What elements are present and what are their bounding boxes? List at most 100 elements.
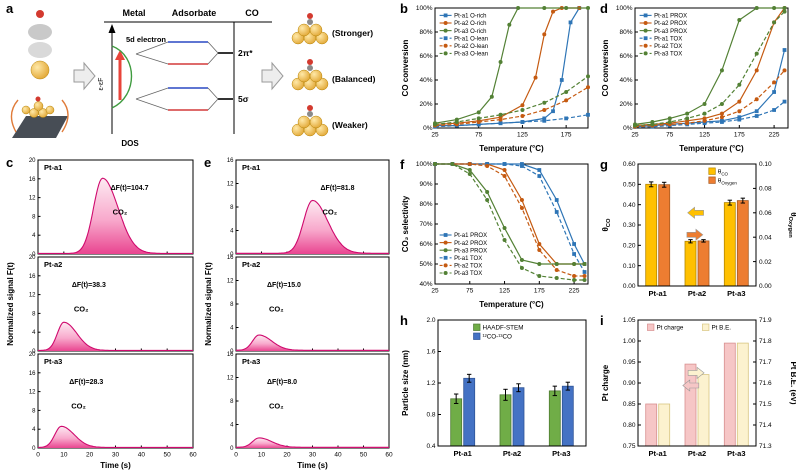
right-tick-label: 71.9 bbox=[759, 317, 772, 324]
x-tick-label: 25 bbox=[631, 132, 639, 139]
x-tick-label: 125 bbox=[517, 132, 528, 139]
oxygen-atom-icon bbox=[36, 10, 44, 18]
legend-label: Pt-a3 O-lean bbox=[454, 52, 488, 58]
marker-square bbox=[782, 48, 787, 52]
pt-atom-icon bbox=[30, 60, 50, 80]
peak-fill bbox=[38, 426, 193, 448]
y-tick-label: 4 bbox=[32, 233, 36, 239]
curved-arrow-icon bbox=[61, 99, 69, 133]
marker-square bbox=[443, 255, 448, 260]
right-tick-label: 71.4 bbox=[759, 422, 772, 429]
marker-circle bbox=[572, 274, 577, 278]
marker-circle bbox=[542, 108, 547, 112]
marker-square bbox=[537, 168, 542, 172]
peak-fill bbox=[38, 322, 193, 351]
marker-circle bbox=[450, 162, 455, 166]
y-tick-label: 12 bbox=[227, 182, 234, 188]
marker-circle bbox=[650, 122, 655, 127]
y-tick-label: 8 bbox=[230, 302, 234, 308]
x-tick-label: 225 bbox=[769, 132, 780, 139]
x-tick-label: 175 bbox=[561, 132, 572, 139]
marker-circle bbox=[485, 198, 490, 202]
species-label: CO₂ bbox=[71, 402, 86, 411]
x-tick-label: 60 bbox=[385, 452, 393, 459]
marker-circle bbox=[520, 103, 525, 108]
panel-e-label: e bbox=[204, 155, 212, 170]
legend-swatch bbox=[708, 176, 716, 184]
co-header: CO bbox=[245, 8, 259, 18]
marker-circle bbox=[519, 258, 524, 262]
marker-circle bbox=[685, 116, 690, 121]
marker-square bbox=[443, 36, 448, 41]
bar bbox=[736, 342, 749, 447]
marker-circle bbox=[551, 9, 556, 14]
co-conversion-orich-chart: 25 75 125 175 0% 20% 40% 60% 80% 100% Temperature … bbox=[401, 5, 590, 153]
transient-signal-chart-e: 0 4 8 12 16 Pt-a1 ΔF(t)=81.8 CO₂ 0 4 8 12 16 Pt-a2 ΔF(… bbox=[204, 158, 393, 470]
x-tick-label: 60 bbox=[189, 452, 197, 459]
marker-circle bbox=[582, 262, 587, 266]
marker-circle bbox=[519, 206, 524, 210]
marker-circle bbox=[443, 248, 448, 253]
x-tick-label: 175 bbox=[734, 132, 745, 139]
x-category-label: Pt-a2 bbox=[688, 449, 706, 458]
series-line bbox=[635, 101, 785, 128]
legend-swatch bbox=[473, 332, 481, 340]
left-tick-label: 0.75 bbox=[623, 443, 636, 450]
bar bbox=[645, 183, 658, 287]
marker-circle bbox=[782, 68, 787, 73]
x-tick-label: 50 bbox=[164, 452, 172, 459]
mechanism-diagram: Metal Adsorbate CO ε-εF 5d electron DOS bbox=[10, 8, 376, 148]
y-tick-label: 80% bbox=[419, 29, 432, 36]
marker-circle bbox=[537, 248, 542, 252]
left-axis-label: Particle size (nm) bbox=[401, 350, 410, 416]
y-tick-label: 8 bbox=[32, 311, 36, 317]
y-tick-label: 0% bbox=[623, 125, 633, 132]
legend-label: Pt-a1 O-lean bbox=[454, 36, 488, 42]
5sigma-label: 5σ bbox=[238, 94, 249, 104]
marker-circle bbox=[564, 98, 569, 103]
marker-circle bbox=[476, 116, 481, 121]
left-tick-label: 0.60 bbox=[623, 161, 636, 168]
energy-axis-label: ε-εF bbox=[98, 78, 105, 91]
x-tick-label: 50 bbox=[360, 452, 368, 459]
bar bbox=[723, 342, 736, 447]
y-tick-label: 90% bbox=[419, 181, 432, 188]
y-tick-label: 0 bbox=[32, 349, 36, 355]
y-tick-label: 0 bbox=[230, 349, 234, 355]
weaker-label: (Weaker) bbox=[332, 120, 368, 130]
marker-circle bbox=[433, 162, 437, 166]
x-tick-label: 125 bbox=[699, 132, 710, 139]
y-axis-label: CO conversion bbox=[401, 39, 410, 96]
marker-circle bbox=[586, 74, 590, 79]
y-axis-label: CO conversion bbox=[601, 39, 610, 96]
marker-circle bbox=[702, 118, 707, 123]
y-tick-label: 80% bbox=[619, 29, 632, 36]
legend-label: Pt-a1 O-rich bbox=[454, 14, 486, 20]
metal-header: Metal bbox=[122, 8, 145, 18]
marker-circle bbox=[782, 9, 787, 14]
delta-f-label: ΔF(t)=104.7 bbox=[111, 185, 149, 192]
arrow-right-icon bbox=[687, 366, 705, 380]
y-tick-label: 8 bbox=[32, 408, 36, 414]
marker-circle bbox=[519, 198, 524, 202]
left-tick-label: 0.30 bbox=[623, 222, 636, 229]
bar bbox=[658, 403, 671, 447]
adsorbate-header: Adsorbate bbox=[172, 8, 217, 18]
balanced-label: (Balanced) bbox=[332, 74, 376, 84]
marker-circle bbox=[467, 168, 472, 172]
marker-circle bbox=[443, 28, 448, 33]
legend-label: Pt-a3 TOX bbox=[454, 271, 482, 277]
panel-b-label: b bbox=[400, 1, 408, 16]
y-tick-label: 16 bbox=[227, 158, 234, 164]
series-line bbox=[634, 7, 785, 125]
series-line bbox=[435, 163, 585, 265]
x-category-label: Pt-a3 bbox=[727, 449, 745, 458]
bar bbox=[684, 363, 697, 447]
marker-circle bbox=[467, 172, 472, 176]
x-axis-label: Time (s) bbox=[297, 461, 328, 470]
marker-circle bbox=[443, 263, 448, 268]
legend-label: θOxygen bbox=[718, 177, 738, 185]
marker-square bbox=[564, 116, 569, 121]
delta-f-label: ΔF(t)=8.0 bbox=[267, 379, 297, 386]
marker-circle bbox=[542, 6, 547, 10]
